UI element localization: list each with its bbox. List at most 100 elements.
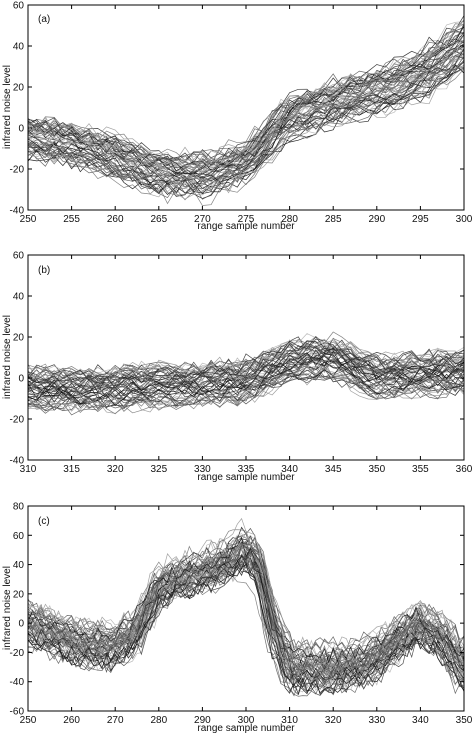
series-line [28,547,464,690]
x-tick-label: 255 [63,214,80,225]
series-line [28,373,464,412]
y-tick-label: -20 [10,648,25,659]
series-line [28,557,464,696]
x-tick-label: 330 [368,715,385,726]
x-tick-label: 285 [325,214,342,225]
series-line [28,531,464,652]
panel-c-xlabel: range sample number [197,723,295,734]
series-line [28,365,464,410]
series-line [28,543,464,678]
panel-b: (b) range sample number infrared noise l… [2,251,473,484]
series-line [28,536,464,664]
y-tick-label: -40 [10,206,25,217]
panel-c-ylabel: infrared noise level [2,566,13,650]
panel-a-ylabel: infrared noise level [2,65,13,149]
series-line [28,58,464,200]
x-tick-label: 290 [194,715,211,726]
plot-frame [27,505,465,712]
series-line [28,345,464,390]
x-tick-label: 340 [281,464,298,475]
x-tick-label: 300 [456,214,473,225]
y-tick-label: 80 [13,502,25,513]
x-tick-label: 350 [456,715,473,726]
y-tick-label: 20 [13,83,25,94]
series-line [28,56,464,206]
x-tick-label: 315 [63,464,80,475]
series-line [28,564,464,684]
series-line [28,41,464,195]
series-line [28,555,464,695]
series-line [28,366,464,415]
panel-a-label: (a) [38,14,50,25]
series-line [28,361,464,404]
x-tick-label: 310 [20,464,37,475]
x-tick-label: 250 [20,214,37,225]
x-tick-label: 265 [150,214,167,225]
series-line [28,336,464,384]
series-line [28,360,464,407]
x-tick-label: 280 [150,715,167,726]
series-line [28,61,464,192]
series-line [28,67,464,200]
y-tick-label: 60 [13,531,25,542]
panel-b-xlabel: range sample number [197,472,295,483]
series-line [28,60,464,177]
series-line [28,557,464,685]
panel-b-label: (b) [38,265,50,276]
series-line [28,352,464,399]
panel-c: (c) range sample number infrared noise l… [2,502,473,734]
series-line [28,359,464,408]
x-tick-label: 260 [63,715,80,726]
panel-c-label: (c) [38,516,50,527]
x-tick-label: 260 [107,214,124,225]
x-tick-label: 275 [238,214,255,225]
y-tick-label: -40 [10,677,25,688]
series-line [28,517,464,665]
series-line [28,31,464,172]
y-tick-label: 0 [18,619,24,630]
series-group [28,517,464,697]
x-tick-label: 345 [325,464,342,475]
x-tick-label: 335 [238,464,255,475]
x-tick-label: 310 [281,715,298,726]
x-tick-label: 280 [281,214,298,225]
x-tick-label: 325 [150,464,167,475]
series-line [28,19,464,171]
series-line [28,556,464,683]
series-line [28,551,464,670]
series-line [28,357,464,399]
series-line [28,363,464,406]
y-tick-label: 60 [13,251,25,262]
panel-a-xlabel: range sample number [197,221,295,232]
x-tick-label: 250 [20,715,37,726]
series-group [28,15,464,206]
y-tick-label: 40 [13,42,25,53]
series-line [28,358,464,399]
series-line [28,538,464,676]
y-tick-label: 40 [13,292,25,303]
series-line [28,33,464,163]
y-tick-label: -60 [10,707,25,718]
series-line [28,41,464,165]
panel-a: (a) range sample number infrared noise l… [2,1,473,233]
x-tick-label: 270 [194,214,211,225]
series-line [28,349,464,393]
series-line [28,545,464,690]
y-tick-label: 20 [13,589,25,600]
series-line [28,67,464,192]
x-tick-label: 340 [412,715,429,726]
y-tick-label: -20 [10,165,25,176]
series-line [28,361,464,412]
x-tick-label: 355 [412,464,429,475]
series-line [28,543,464,654]
series-line [28,49,464,168]
y-tick-label: 20 [13,333,25,344]
series-line [28,552,464,697]
series-line [28,537,464,659]
y-tick-label: 60 [13,1,25,12]
panel-b-ylabel: infrared noise level [2,315,13,399]
series-line [28,345,464,387]
y-tick-label: 0 [18,124,24,135]
series-line [28,26,464,178]
